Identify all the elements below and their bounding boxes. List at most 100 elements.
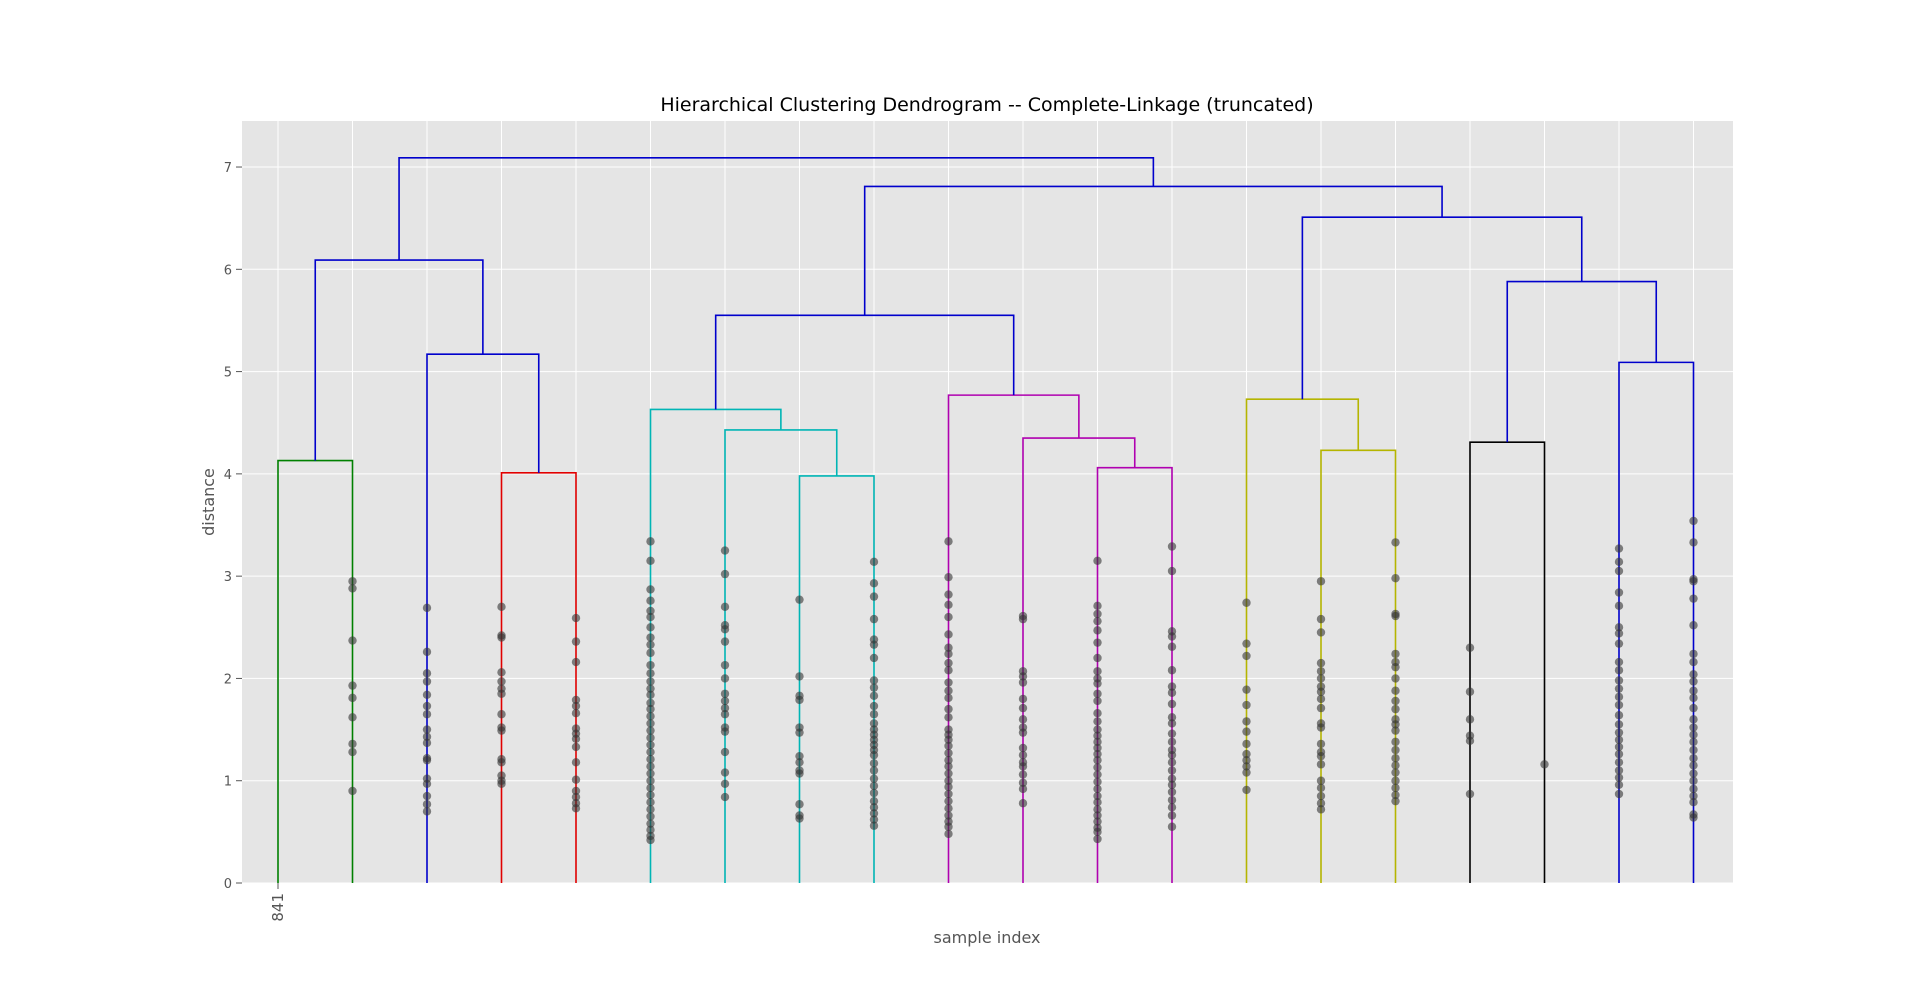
leaf-point-9-4 [944,612,953,622]
leaf-point-5-1 [646,556,655,566]
leaf-point-8-5 [869,640,879,649]
leaf-point-9-28 [944,811,953,820]
leaf-point-3-4 [497,677,506,686]
leaf-point-3-14 [497,779,506,788]
leaf-point-15-0 [1391,538,1400,547]
leaf-point-5-6 [646,623,655,632]
leaf-point-5-29 [646,797,655,807]
leaf-point-15-3 [1391,611,1400,621]
leaf-point-2-4 [422,690,432,700]
leaf-point-12-17 [1167,774,1177,783]
leaf-point-4-11 [571,775,581,784]
leaf-point-18-15 [1614,720,1624,729]
leaf-point-1-8 [348,786,357,796]
leaf-point-11-13 [1093,717,1102,726]
leaf-point-15-19 [1391,776,1400,785]
leaf-point-2-6 [422,710,432,719]
leaf-point-11-15 [1093,731,1102,740]
leaf-point-5-16 [646,704,655,714]
leaf-point-12-0 [1167,542,1177,551]
leaf-point-1-0 [348,577,357,586]
leaf-point-13-12 [1242,785,1251,795]
leaf-point-18-0 [1614,544,1624,553]
leaf-point-5-7 [646,633,655,642]
leaf-point-9-27 [944,804,953,813]
leaf-point-8-3 [869,614,879,624]
leaf-point-19-8 [1689,670,1698,679]
leaf-point-7-5 [795,728,804,737]
leaf-point-18-20 [1614,758,1624,767]
leaf-point-9-8 [944,658,953,668]
leaf-point-12-5 [1167,666,1177,675]
chart-title: Hierarchical Clustering Dendrogram -- Co… [660,94,1313,116]
leaf-point-14-18 [1316,791,1326,801]
leaf-point-2-5 [422,701,432,711]
leaf-point-11-9 [1093,679,1102,688]
leaf-point-11-26 [1093,805,1102,814]
leaf-point-8-12 [869,719,879,728]
leaf-point-8-7 [869,676,879,685]
leaf-point-19-26 [1689,813,1698,822]
leaf-point-18-13 [1614,700,1624,710]
leaf-point-14-15 [1316,760,1326,769]
leaf-point-6-2 [720,602,730,612]
leaf-point-11-5 [1093,638,1102,647]
leaf-point-9-13 [944,704,953,714]
leaf-point-12-7 [1167,688,1177,697]
leaf-point-11-31 [1093,834,1102,844]
leaf-point-11-12 [1093,709,1102,718]
leaf-point-13-3 [1242,685,1251,694]
leaf-point-18-3 [1614,588,1624,597]
leaf-point-11-20 [1093,763,1102,772]
leaf-point-14-16 [1316,776,1326,785]
leaf-point-3-11 [497,758,506,767]
leaf-point-13-1 [1242,639,1251,648]
leaf-point-14-11 [1316,723,1326,732]
leaf-point-14-9 [1316,703,1326,713]
leaf-point-14-8 [1316,694,1326,704]
leaf-point-9-19 [944,748,953,758]
leaf-point-4-10 [571,758,581,767]
leaf-point-8-10 [869,701,879,711]
leaf-point-15-1 [1391,574,1400,583]
leaf-point-14-7 [1316,687,1326,696]
leaf-point-1-3 [348,681,357,690]
leaf-point-13-7 [1242,739,1251,749]
leaf-point-19-5 [1689,621,1698,630]
leaf-point-3-6 [497,689,506,698]
leaf-point-12-12 [1167,737,1177,747]
leaf-point-18-2 [1614,566,1624,576]
leaf-point-6-10 [720,703,730,713]
y-tick-label-3: 3 [224,570,232,585]
leaf-point-14-1 [1316,614,1326,624]
leaf-point-10-5 [1018,694,1028,704]
leaf-point-2-8 [422,732,432,741]
leaf-point-7-12 [795,814,804,823]
leaf-point-11-28 [1093,817,1102,826]
leaf-point-14-19 [1316,799,1326,808]
leaf-point-15-13 [1391,726,1400,735]
leaf-point-11-16 [1093,737,1102,747]
leaf-point-10-15 [1018,778,1028,787]
leaf-point-5-19 [646,726,655,735]
leaf-point-9-7 [944,649,953,659]
leaf-point-5-4 [646,606,655,616]
leaf-point-8-25 [869,803,879,812]
leaf-point-18-7 [1614,639,1624,648]
leaf-point-9-1 [944,572,953,582]
leaf-point-10-1 [1018,614,1028,624]
leaf-point-12-1 [1167,566,1177,576]
leaf-point-11-24 [1093,791,1102,801]
leaf-point-2-9 [422,738,432,748]
leaf-point-9-31 [944,829,953,839]
leaf-point-11-23 [1093,784,1102,794]
leaf-point-5-33 [646,825,655,835]
x-axis-ticks: 841 [269,883,287,922]
leaf-point-19-13 [1689,715,1698,724]
leaf-point-6-6 [720,660,730,670]
leaf-point-2-13 [422,779,432,788]
leaf-point-9-12 [944,693,953,703]
y-tick-label-5: 5 [224,366,232,381]
leaf-point-12-21 [1167,803,1177,812]
